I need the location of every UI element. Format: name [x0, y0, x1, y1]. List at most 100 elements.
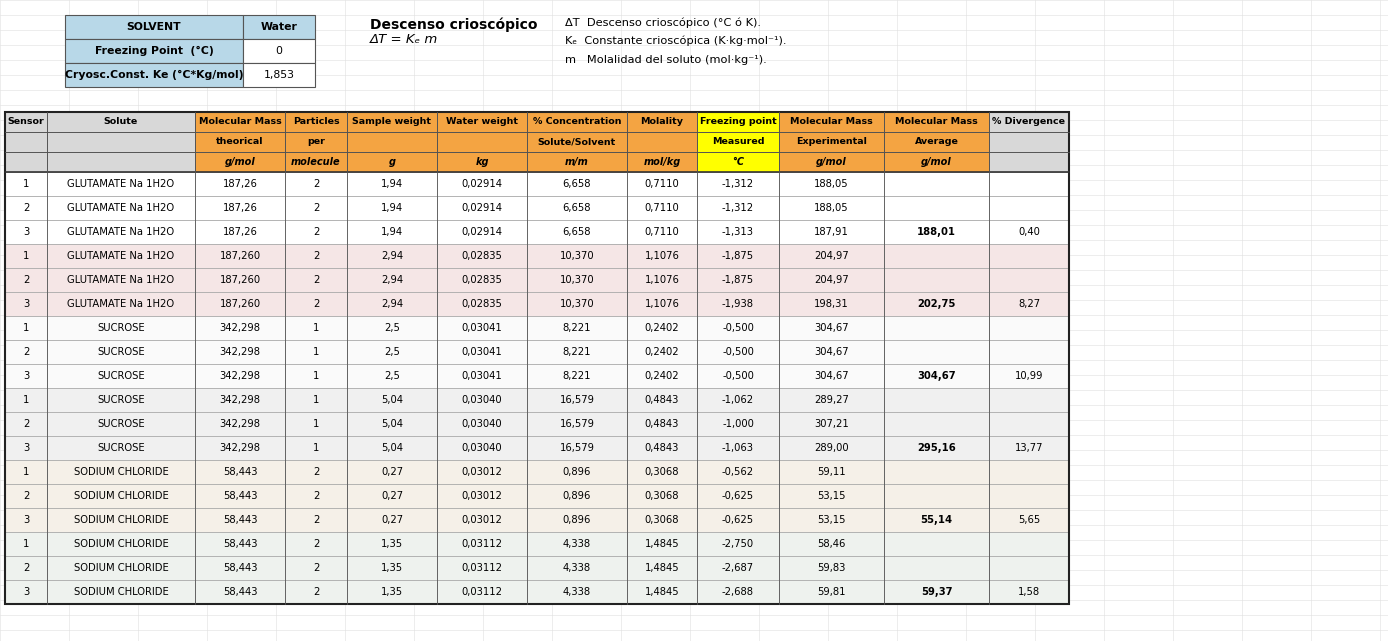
Text: 3: 3 [22, 299, 29, 309]
Bar [527, 484, 627, 508]
Bar [6, 172, 47, 196]
Bar [6, 412, 47, 436]
Bar [65, 63, 243, 87]
Bar [437, 132, 527, 152]
Text: 59,81: 59,81 [818, 587, 845, 597]
Bar [884, 244, 990, 268]
Text: -0,625: -0,625 [722, 515, 754, 525]
Text: 8,221: 8,221 [562, 323, 591, 333]
Text: 2: 2 [312, 515, 319, 525]
Text: SUCROSE: SUCROSE [97, 347, 144, 357]
Bar [47, 556, 194, 580]
Text: 342,298: 342,298 [219, 347, 261, 357]
Text: °C: °C [731, 157, 744, 167]
Bar [6, 484, 47, 508]
Text: Solute: Solute [104, 117, 139, 126]
Text: 4,338: 4,338 [564, 539, 591, 549]
Bar [6, 244, 47, 268]
Bar [990, 196, 1069, 220]
Text: 1,35: 1,35 [380, 563, 403, 573]
Bar [627, 268, 697, 292]
Text: 0,4843: 0,4843 [645, 443, 679, 453]
Bar [627, 532, 697, 556]
Text: SUCROSE: SUCROSE [97, 443, 144, 453]
Bar [779, 460, 884, 484]
Bar [6, 132, 47, 152]
Bar [6, 460, 47, 484]
Text: 5,04: 5,04 [380, 395, 403, 405]
Text: 188,05: 188,05 [815, 179, 849, 189]
Bar [285, 460, 347, 484]
Text: 2: 2 [312, 251, 319, 261]
Text: 289,27: 289,27 [815, 395, 849, 405]
Text: 8,27: 8,27 [1017, 299, 1040, 309]
Bar [527, 292, 627, 316]
Text: 4,338: 4,338 [564, 563, 591, 573]
Bar [627, 112, 697, 132]
Text: GLUTAMATE Na 1H2O: GLUTAMATE Na 1H2O [68, 251, 175, 261]
Bar [527, 268, 627, 292]
Text: 187,260: 187,260 [219, 275, 261, 285]
Text: SUCROSE: SUCROSE [97, 395, 144, 405]
Bar [6, 220, 47, 244]
Bar [884, 484, 990, 508]
Bar [697, 152, 779, 172]
Text: SODIUM CHLORIDE: SODIUM CHLORIDE [74, 539, 168, 549]
Bar [347, 316, 437, 340]
Bar [194, 532, 285, 556]
Text: 1: 1 [22, 179, 29, 189]
Text: 0,03012: 0,03012 [462, 467, 502, 477]
Text: SODIUM CHLORIDE: SODIUM CHLORIDE [74, 563, 168, 573]
Text: 307,21: 307,21 [815, 419, 849, 429]
Text: 188,05: 188,05 [815, 203, 849, 213]
Bar [884, 316, 990, 340]
Text: 342,298: 342,298 [219, 419, 261, 429]
Bar [779, 484, 884, 508]
Text: 0,2402: 0,2402 [644, 347, 679, 357]
Bar [697, 268, 779, 292]
Bar [437, 364, 527, 388]
Text: 6,658: 6,658 [562, 179, 591, 189]
Bar [6, 364, 47, 388]
Bar [697, 244, 779, 268]
Bar [437, 292, 527, 316]
Text: SODIUM CHLORIDE: SODIUM CHLORIDE [74, 491, 168, 501]
Bar [6, 152, 47, 172]
Bar [990, 316, 1069, 340]
Bar [194, 580, 285, 604]
Bar [697, 412, 779, 436]
Bar [779, 244, 884, 268]
Text: 1: 1 [22, 467, 29, 477]
Text: 0,02835: 0,02835 [462, 251, 502, 261]
Text: -0,500: -0,500 [722, 347, 754, 357]
Bar [6, 292, 47, 316]
Text: 0,03041: 0,03041 [462, 347, 502, 357]
Bar [285, 412, 347, 436]
Text: 0,4843: 0,4843 [645, 419, 679, 429]
Text: 3: 3 [22, 515, 29, 525]
Text: -1,000: -1,000 [722, 419, 754, 429]
Bar [347, 244, 437, 268]
Text: theorical: theorical [217, 138, 264, 147]
Text: 187,260: 187,260 [219, 251, 261, 261]
Bar [47, 484, 194, 508]
Bar [285, 172, 347, 196]
Text: 6,658: 6,658 [562, 227, 591, 237]
Bar [990, 112, 1069, 132]
Text: -1,875: -1,875 [722, 251, 754, 261]
Text: 0,03040: 0,03040 [462, 419, 502, 429]
Bar [47, 132, 194, 152]
Bar [527, 460, 627, 484]
Text: 2: 2 [22, 347, 29, 357]
Bar [243, 39, 315, 63]
Bar [990, 508, 1069, 532]
Text: Molecular Mass: Molecular Mass [895, 117, 979, 126]
Bar [347, 196, 437, 220]
Text: GLUTAMATE Na 1H2O: GLUTAMATE Na 1H2O [68, 227, 175, 237]
Text: 188,01: 188,01 [917, 227, 956, 237]
Bar [194, 244, 285, 268]
Text: GLUTAMATE Na 1H2O: GLUTAMATE Na 1H2O [68, 275, 175, 285]
Text: g/mol: g/mol [225, 157, 255, 167]
Text: 58,443: 58,443 [222, 515, 257, 525]
Text: 5,65: 5,65 [1017, 515, 1040, 525]
